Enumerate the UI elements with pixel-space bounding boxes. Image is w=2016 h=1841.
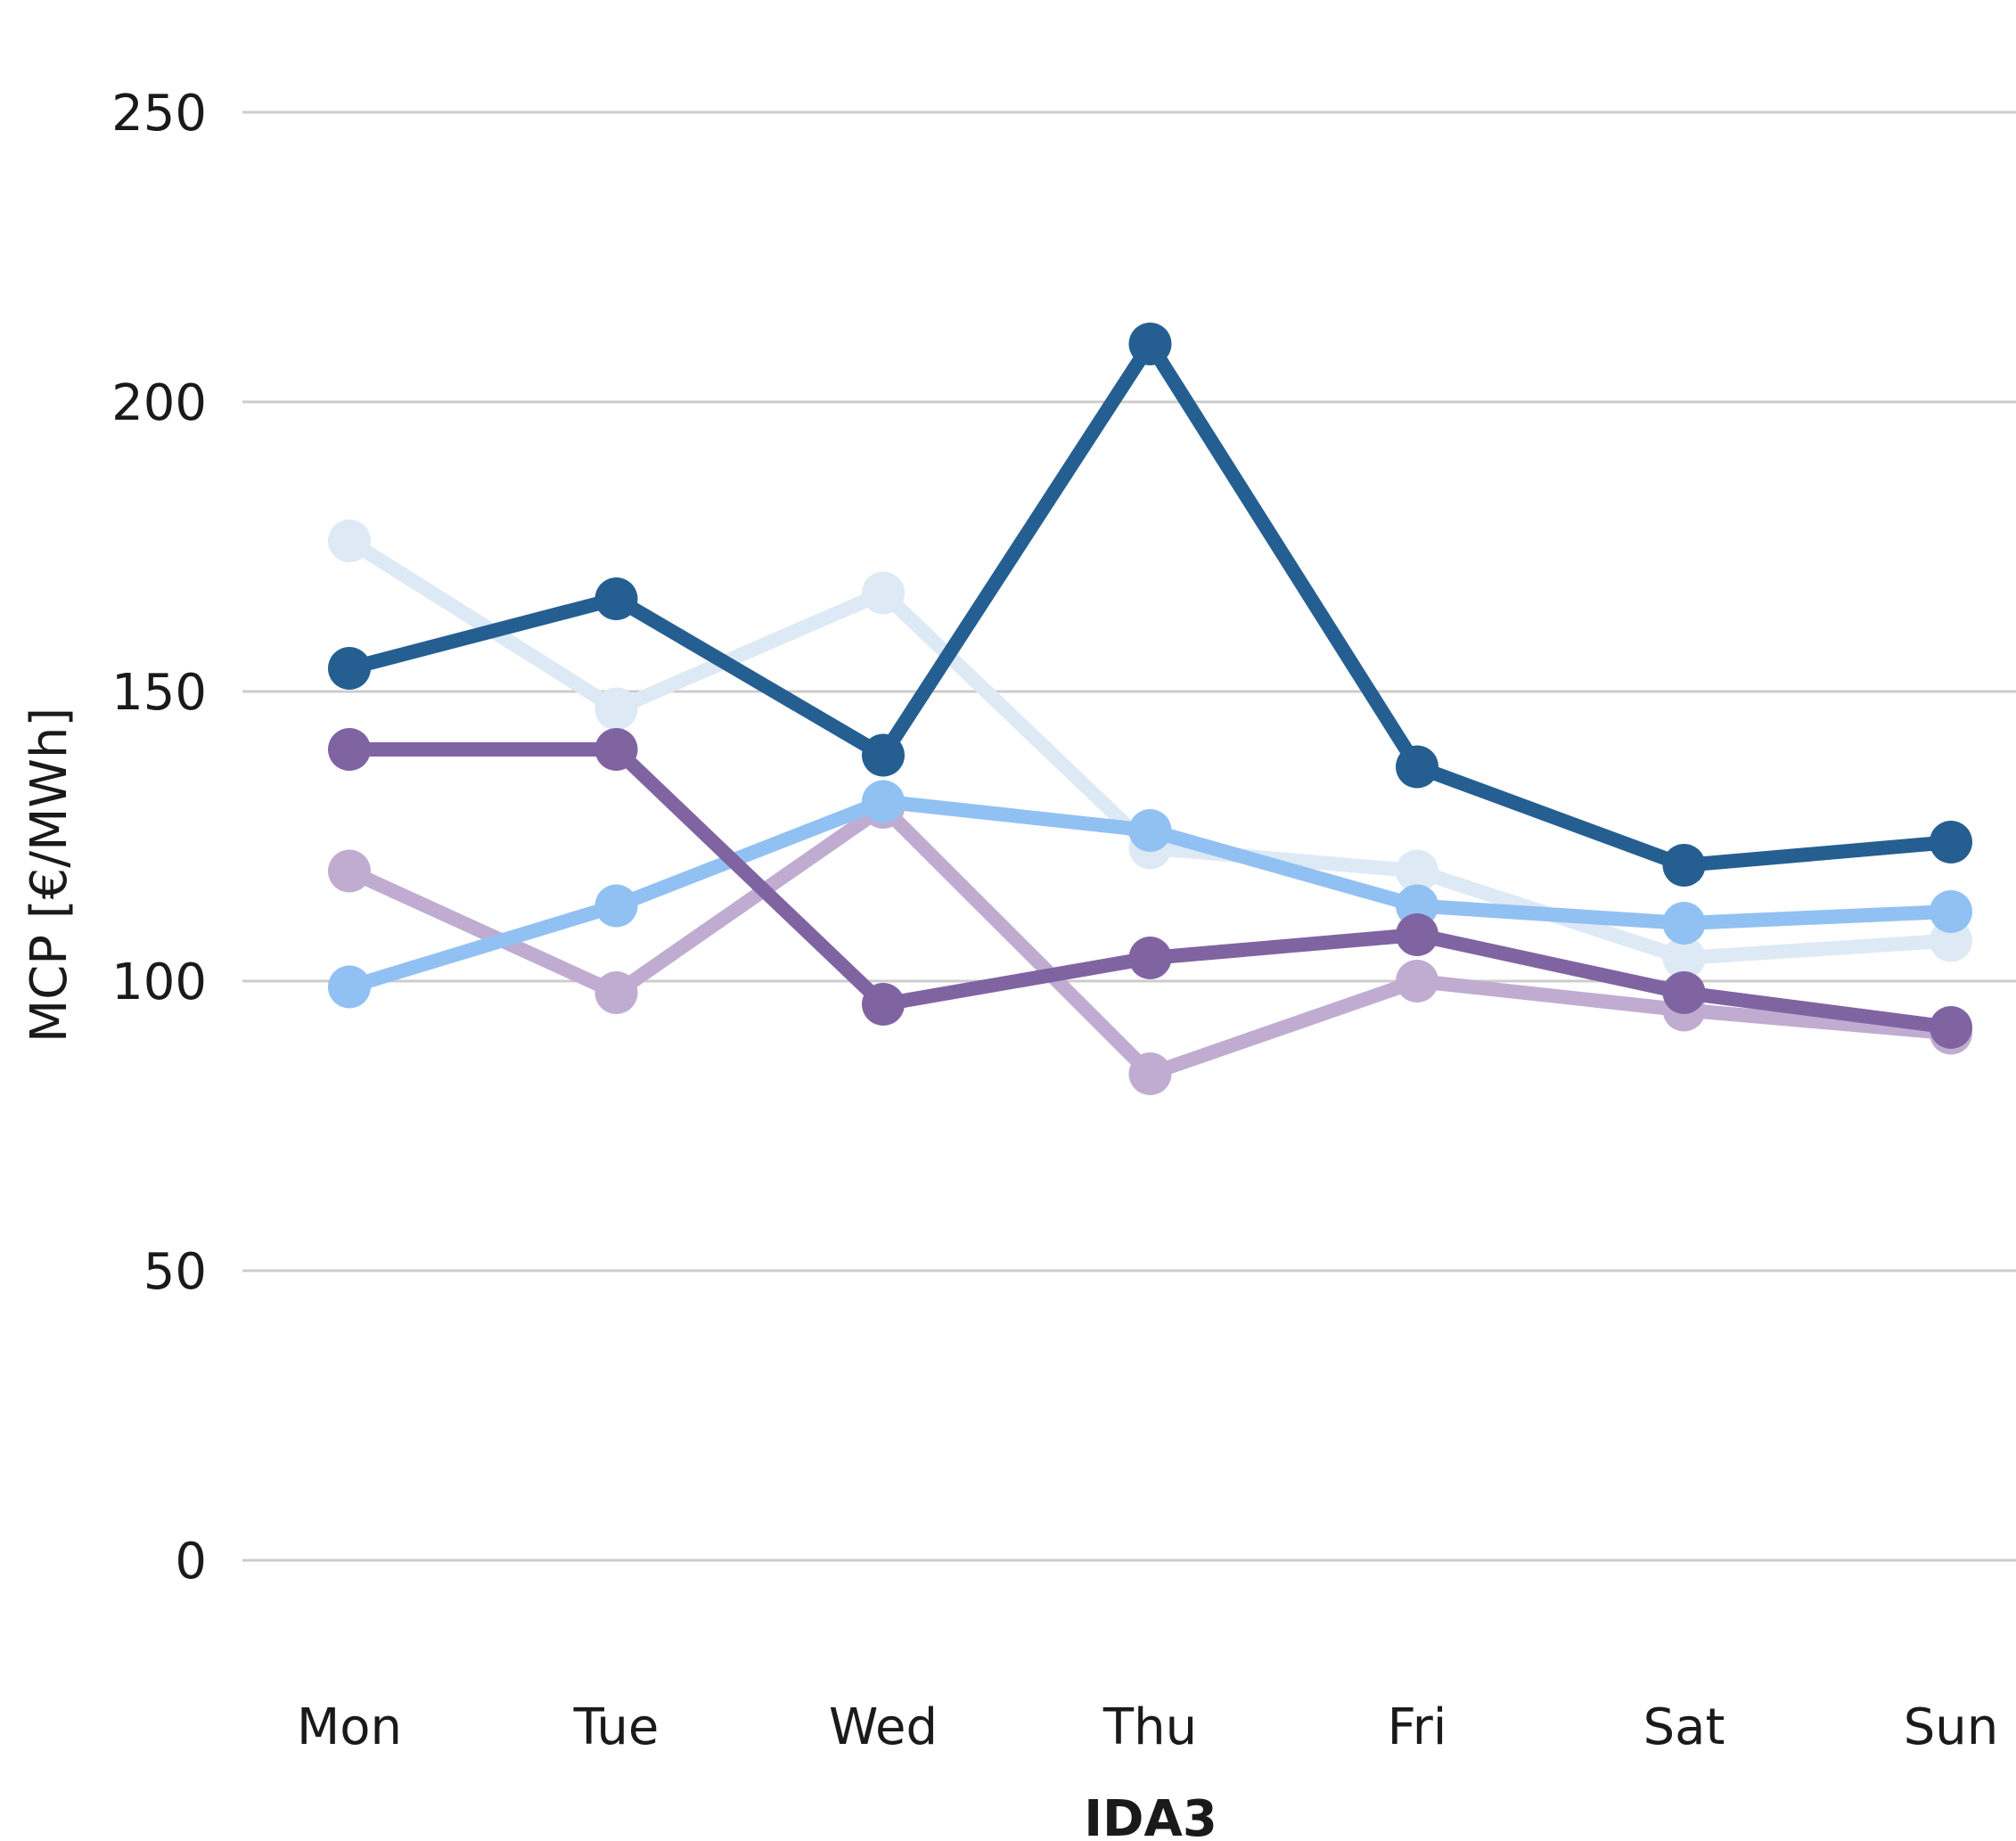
y-tick-label: 50 (143, 1243, 207, 1301)
data-point (1128, 323, 1172, 365)
x-tick-label: Sun (1904, 1698, 1999, 1756)
x-tick-label: Tue (573, 1698, 660, 1756)
data-point (328, 520, 371, 562)
series-line (342, 337, 1958, 872)
data-point (1930, 1006, 1972, 1049)
x-tick-label: Wed (829, 1698, 938, 1756)
data-point (594, 728, 638, 771)
data-point (1396, 745, 1438, 789)
gridlines (242, 110, 2016, 1562)
data-point (1662, 902, 1706, 945)
data-point (1128, 937, 1172, 979)
x-axis-title: IDA3 (1084, 1790, 1217, 1841)
series-4 (328, 728, 1972, 1049)
data-point (862, 733, 905, 777)
data-point (328, 647, 371, 690)
y-tick-label: 100 (111, 953, 207, 1011)
data-point (1396, 960, 1438, 1002)
y-axis-title: MCP [€/MWh] (20, 708, 78, 1043)
data-point (1662, 844, 1706, 887)
data-point (1662, 937, 1706, 979)
x-tick-label: Sat (1643, 1698, 1725, 1756)
data-point (1128, 1052, 1172, 1095)
data-point (328, 849, 371, 893)
y-tick-label: 0 (175, 1533, 207, 1591)
data-point (862, 571, 905, 615)
data-point (1930, 821, 1972, 863)
data-point (328, 965, 371, 1009)
x-tick-label: Fri (1388, 1698, 1447, 1756)
data-point (594, 687, 638, 731)
data-point (594, 884, 638, 928)
x-tick-label: Mon (297, 1698, 402, 1756)
data-point (862, 780, 905, 823)
data-point (1128, 809, 1172, 852)
data-point (594, 577, 638, 620)
series-3 (328, 780, 1972, 1009)
data-point (862, 983, 905, 1026)
data-point (1930, 890, 1972, 933)
y-tick-labels: 0 50 100 150 200 250 (111, 85, 207, 1591)
y-tick-label: 150 (111, 664, 207, 722)
data-point (1396, 849, 1438, 893)
data-point (1396, 913, 1438, 956)
x-tick-labels: Mon Tue Wed Thu Fri Sat Sun (297, 1698, 1998, 1756)
y-tick-label: 250 (111, 85, 207, 143)
data-point (1662, 971, 1706, 1014)
data-point (594, 971, 638, 1014)
series-group (328, 323, 1972, 1095)
data-point (328, 728, 371, 771)
series-5 (328, 323, 1972, 887)
x-tick-label: Thu (1102, 1698, 1197, 1756)
y-tick-label: 200 (111, 374, 207, 432)
